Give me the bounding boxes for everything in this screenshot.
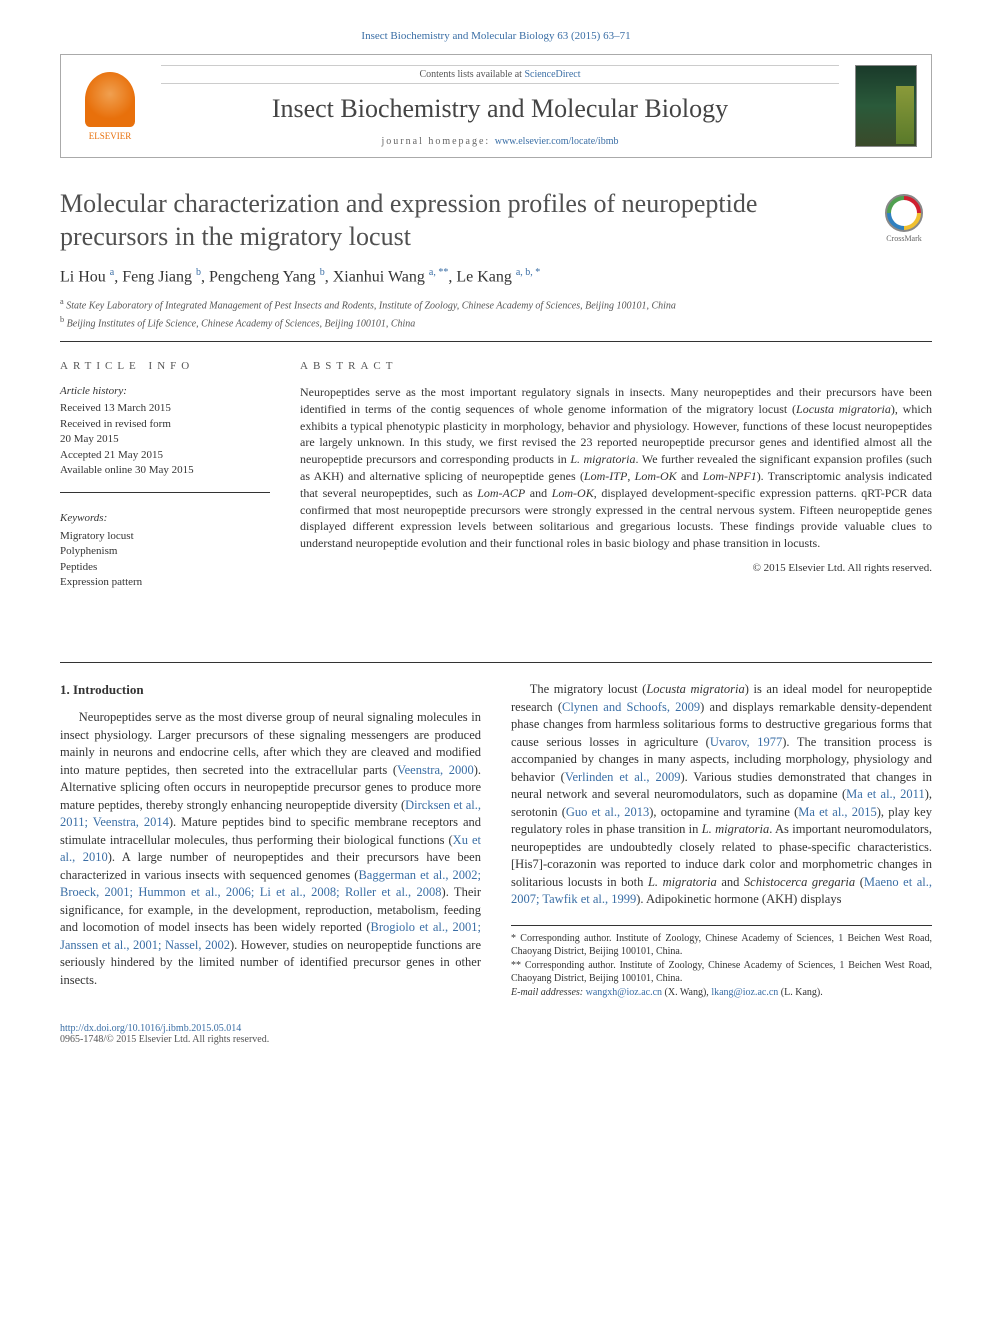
corresponding-author-1: * Corresponding author. Institute of Zoo… <box>511 932 932 959</box>
email-link-1[interactable]: wangxh@ioz.ac.cn <box>586 987 662 998</box>
journal-header: ELSEVIER Contents lists available at Sci… <box>60 54 932 158</box>
history-line: Accepted 21 May 2015 <box>60 448 270 463</box>
homepage-line: journal homepage: www.elsevier.com/locat… <box>161 136 839 147</box>
email-who-1: (X. Wang), <box>662 987 711 998</box>
body-paragraph: The migratory locust (Locusta migratoria… <box>511 681 932 909</box>
citation-link[interactable]: Maeno et al., 2007; Tawfik et al., 1999 <box>511 875 932 907</box>
history-subhead: Article history: <box>60 384 270 399</box>
keyword: Migratory locust <box>60 529 270 544</box>
title-text: Molecular characterization and expressio… <box>60 189 757 251</box>
abstract-text: Neuropeptides serve as the most importan… <box>300 384 932 552</box>
authors-line: Li Hou a, Feng Jiang b, Pengcheng Yang b… <box>60 267 932 286</box>
email-who-2: (L. Kang). <box>778 987 822 998</box>
citation-link[interactable]: Ma et al., 2015 <box>798 805 877 819</box>
crossmark-label: CrossMark <box>886 234 922 243</box>
citation-link[interactable]: Verlinden et al., 2009 <box>565 770 681 784</box>
affiliations: a State Key Laboratory of Integrated Man… <box>60 296 932 331</box>
homepage-link[interactable]: www.elsevier.com/locate/ibmb <box>495 136 619 147</box>
citation-link[interactable]: Clynen and Schoofs, 2009 <box>562 700 700 714</box>
article-history-block: Article history: Received 13 March 2015R… <box>60 384 270 493</box>
contents-line: Contents lists available at ScienceDirec… <box>161 65 839 84</box>
sciencedirect-link[interactable]: ScienceDirect <box>524 69 580 80</box>
contents-prefix: Contents lists available at <box>419 69 524 80</box>
history-line: Available online 30 May 2015 <box>60 463 270 478</box>
citation-link[interactable]: Veenstra, 2000 <box>397 763 474 777</box>
citation-link[interactable]: Ma et al., 2011 <box>846 787 925 801</box>
journal-cover-thumbnail[interactable] <box>855 65 917 147</box>
corresponding-author-2: ** Corresponding author. Institute of Zo… <box>511 959 932 986</box>
keyword: Expression pattern <box>60 575 270 590</box>
history-line: 20 May 2015 <box>60 432 270 447</box>
section-heading-intro: 1. Introduction <box>60 681 481 699</box>
elsevier-tree-icon <box>85 72 135 127</box>
history-line: Received 13 March 2015 <box>60 401 270 416</box>
article-info-column: ARTICLE INFO Article history: Received 1… <box>60 360 270 622</box>
keyword: Polyphenism <box>60 544 270 559</box>
abstract-column: ABSTRACT Neuropeptides serve as the most… <box>300 360 932 622</box>
footnotes: * Corresponding author. Institute of Zoo… <box>511 925 932 1000</box>
article-info-heading: ARTICLE INFO <box>60 360 270 372</box>
homepage-prefix: journal homepage: <box>382 136 495 147</box>
header-center: Contents lists available at ScienceDirec… <box>161 65 839 147</box>
doi-link[interactable]: http://dx.doi.org/10.1016/j.ibmb.2015.05… <box>60 1023 241 1034</box>
body-two-column: 1. Introduction Neuropeptides serve as t… <box>60 681 932 999</box>
citation-link[interactable]: Dircksen et al., 2011; Veenstra, 2014 <box>60 798 481 830</box>
email-label: E-mail addresses: <box>511 987 586 998</box>
abstract-copyright: © 2015 Elsevier Ltd. All rights reserved… <box>300 562 932 574</box>
email-addresses: E-mail addresses: wangxh@ioz.ac.cn (X. W… <box>511 986 932 1000</box>
citation-link[interactable]: Brogiolo et al., 2001; Janssen et al., 2… <box>60 920 481 952</box>
issn-copyright: 0965-1748/© 2015 Elsevier Ltd. All right… <box>60 1034 269 1045</box>
abstract-heading: ABSTRACT <box>300 360 932 372</box>
citation-link[interactable]: Guo et al., 2013 <box>566 805 649 819</box>
journal-name: Insect Biochemistry and Molecular Biolog… <box>161 94 839 124</box>
crossmark-icon <box>885 194 923 232</box>
divider <box>60 662 932 663</box>
article-title: Molecular characterization and expressio… <box>60 188 932 253</box>
citation-link[interactable]: Xu et al., 2010 <box>60 833 481 865</box>
crossmark-badge[interactable]: CrossMark <box>876 194 932 244</box>
history-line: Received in revised form <box>60 417 270 432</box>
citation-link[interactable]: Baggerman et al., 2002; Broeck, 2001; Hu… <box>60 868 481 900</box>
publisher-name: ELSEVIER <box>89 131 132 141</box>
keyword: Peptides <box>60 560 270 575</box>
page-footer: http://dx.doi.org/10.1016/j.ibmb.2015.05… <box>60 1023 932 1045</box>
email-link-2[interactable]: lkang@ioz.ac.cn <box>711 987 778 998</box>
body-paragraph: Neuropeptides serve as the most diverse … <box>60 709 481 989</box>
divider <box>60 341 932 342</box>
keywords-block: Keywords: Migratory locustPolyphenismPep… <box>60 511 270 604</box>
elsevier-logo[interactable]: ELSEVIER <box>75 66 145 146</box>
keywords-subhead: Keywords: <box>60 511 270 526</box>
citation-link[interactable]: Uvarov, 1977 <box>710 735 782 749</box>
journal-reference: Insect Biochemistry and Molecular Biolog… <box>60 30 932 42</box>
